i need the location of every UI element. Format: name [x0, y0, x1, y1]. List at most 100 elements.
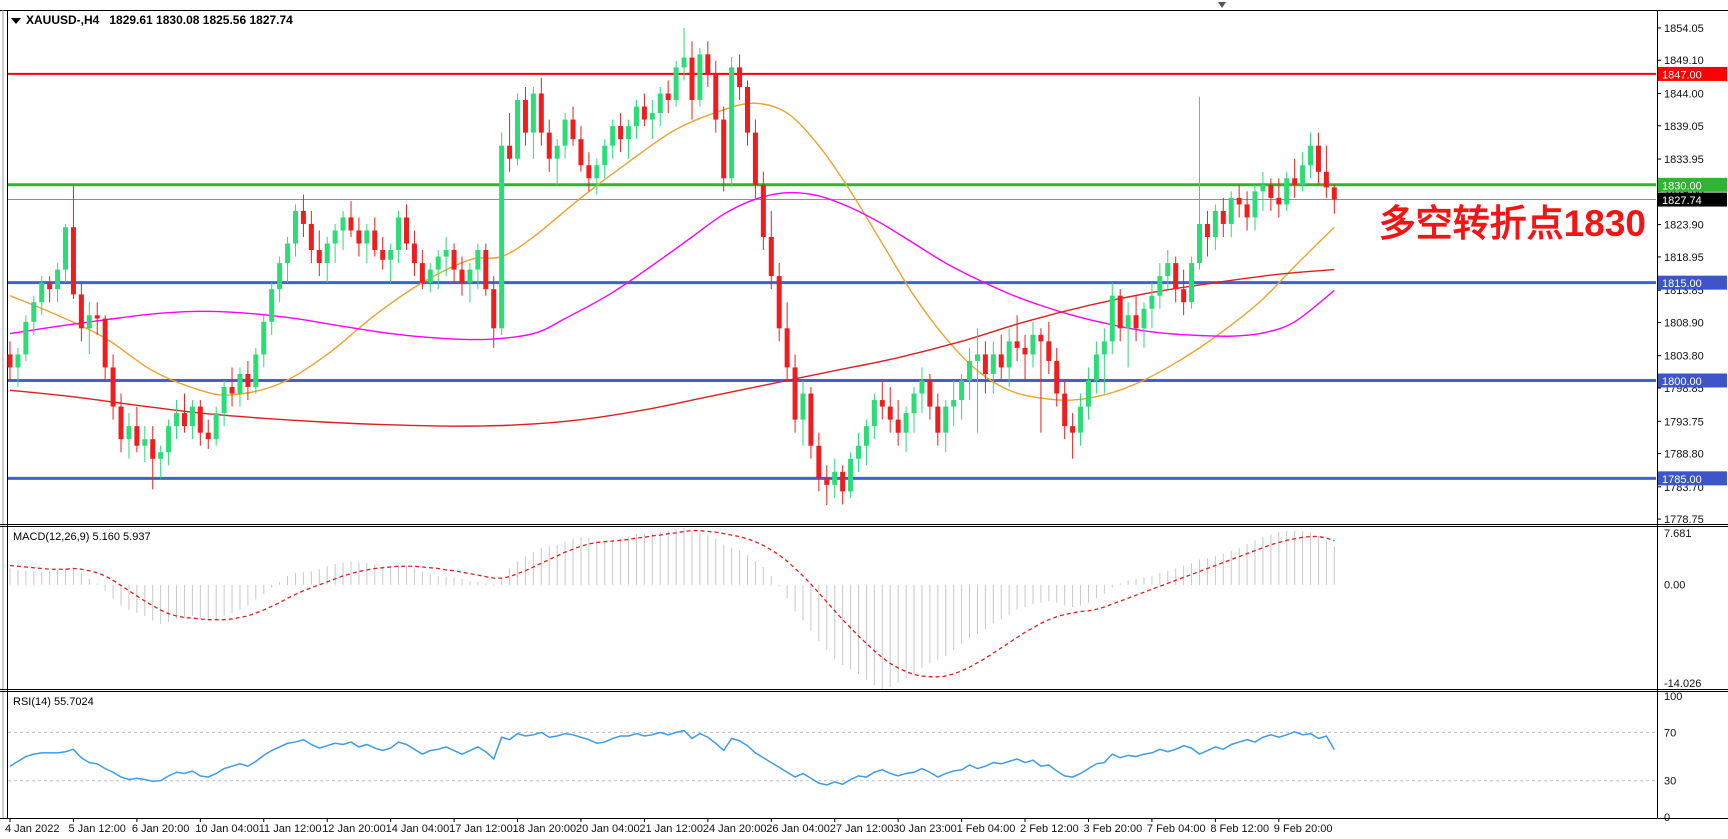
candle-body	[879, 400, 885, 407]
candle-body	[856, 445, 862, 459]
candle-body	[70, 227, 76, 295]
candle-body	[1117, 295, 1123, 329]
time-axis-label: 12 Jan 20:00	[322, 823, 386, 835]
candle-body	[364, 230, 370, 244]
candle-body	[816, 445, 822, 479]
candle-body	[197, 406, 203, 433]
price-badge-label: 1830.00	[1662, 180, 1702, 192]
time-axis-label: 21 Jan 12:00	[639, 823, 703, 835]
candle-body	[840, 471, 846, 492]
candle-body	[808, 393, 814, 446]
price-axis-label: 1854.05	[1664, 23, 1704, 35]
candle-body	[792, 367, 798, 420]
candle-body	[388, 250, 394, 260]
candle-body	[340, 217, 346, 231]
candle-body	[1078, 406, 1084, 433]
candle-body	[499, 145, 505, 329]
candle-body	[205, 432, 211, 440]
candle-body	[348, 217, 354, 231]
candle-body	[649, 113, 655, 120]
candle-body	[903, 413, 909, 433]
ohlc-values: 1829.61 1830.08 1825.56 1827.74	[109, 13, 293, 27]
symbol-dropdown-icon[interactable]	[11, 18, 21, 24]
rsi-axis-label: 100	[1664, 691, 1682, 703]
rsi-line	[9, 729, 1335, 786]
candle-body	[784, 328, 790, 368]
price-badge-1827.74	[1658, 192, 1727, 207]
candle-body	[927, 380, 933, 407]
ma-mid-line	[9, 191, 1335, 341]
candle-body	[86, 315, 92, 329]
candle-body	[610, 126, 616, 146]
candle-body	[681, 57, 687, 68]
candle-body	[887, 406, 893, 420]
candle-body	[229, 387, 235, 394]
candle-body	[1236, 197, 1242, 205]
candle-body	[404, 217, 409, 244]
candle-body	[31, 302, 37, 322]
candle-body	[1300, 165, 1306, 185]
candle-body	[848, 458, 854, 492]
price-badge-label: 1800.00	[1662, 376, 1702, 388]
text-annotation[interactable]: 多空转折点1830	[1378, 203, 1646, 244]
candle-body	[586, 165, 592, 179]
time-axis-label: 14 Jan 04:00	[386, 823, 450, 835]
candle-body	[705, 54, 711, 74]
ma-slow-line	[9, 268, 1335, 427]
candle-body	[538, 93, 544, 133]
time-axis-label: 27 Jan 12:00	[830, 823, 894, 835]
candle-body	[951, 400, 957, 407]
candle-body	[285, 243, 291, 264]
candle-body	[633, 106, 639, 127]
candle-body	[1157, 276, 1163, 296]
price-badge-1785.00	[1658, 471, 1727, 486]
macd-axis-label: 7.681	[1664, 528, 1692, 540]
candle-body	[832, 471, 838, 485]
candle-body	[1197, 223, 1202, 264]
candle-body	[277, 263, 283, 290]
candle-body	[1062, 393, 1068, 427]
candle-body	[990, 354, 996, 374]
candle-body	[78, 294, 84, 329]
macd-indicator-label: MACD(12,26,9) 5.160 5.937	[13, 531, 151, 543]
candle-body	[1125, 315, 1131, 329]
time-axis-label: 4 Jan 2022	[5, 823, 59, 835]
candle-body	[213, 413, 219, 440]
candle-body	[443, 250, 449, 257]
price-axis-label: 1818.95	[1664, 252, 1704, 264]
candle-body	[1189, 263, 1195, 303]
candlestick-series	[7, 27, 1337, 506]
candle-body	[974, 354, 980, 361]
candle-body	[594, 165, 600, 179]
candle-body	[911, 393, 917, 414]
candle-body	[530, 93, 536, 133]
time-axis-label: 24 Jan 20:00	[703, 823, 767, 835]
time-axis-label: 20 Jan 04:00	[576, 823, 640, 835]
candle-body	[94, 315, 100, 319]
candle-body	[1292, 178, 1298, 185]
candle-body	[1276, 197, 1282, 205]
candle-body	[55, 269, 61, 290]
candle-body	[300, 210, 306, 224]
candle-body	[1054, 360, 1060, 394]
candle-body	[863, 426, 869, 446]
candle-body	[522, 100, 528, 133]
candle-body	[744, 86, 750, 133]
candle-body	[1173, 263, 1179, 290]
candle-body	[292, 210, 298, 244]
candle-body	[15, 354, 21, 368]
time-axis-label: 6 Jan 20:00	[132, 823, 190, 835]
chart-title: XAUUSD-,H4 1829.61 1830.08 1825.56 1827.7…	[26, 13, 293, 27]
candle-body	[737, 67, 743, 87]
price-badge-1800.00	[1658, 373, 1727, 388]
candle-body	[1022, 347, 1028, 355]
candle-body	[673, 67, 679, 101]
time-axis-label: 1 Feb 04:00	[957, 823, 1016, 835]
rsi-axis-label: 0	[1664, 812, 1670, 824]
candle-body	[261, 321, 267, 355]
candle-body	[618, 126, 624, 140]
right-shift-marker[interactable]	[1218, 2, 1226, 8]
price-axis-label: 1803.80	[1664, 351, 1704, 363]
